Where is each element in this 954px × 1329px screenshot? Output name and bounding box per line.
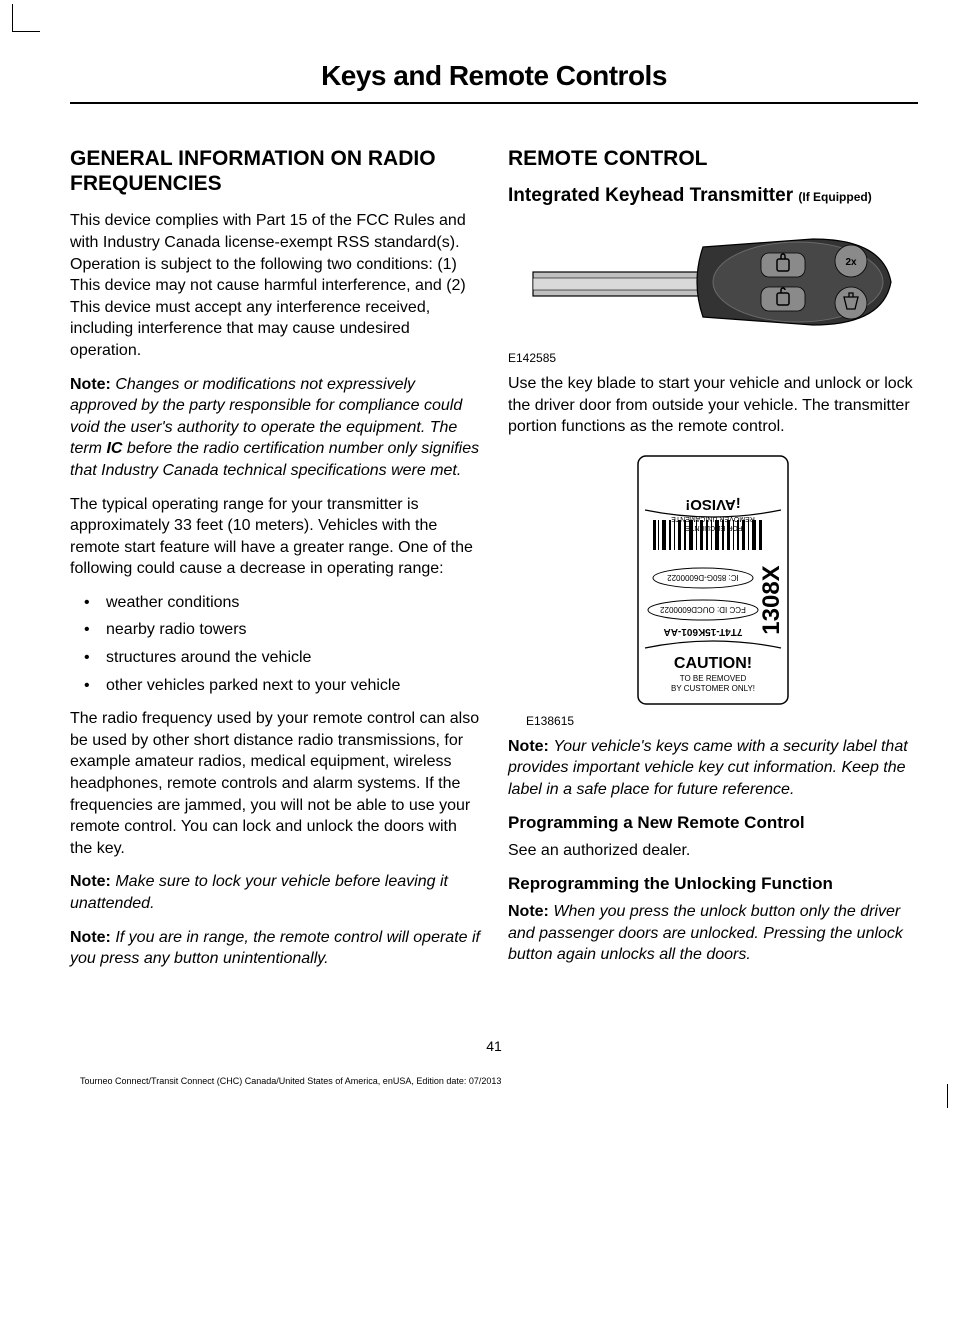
crop-mark-top-left	[12, 4, 40, 32]
tag-ic: IC: 850G-D6000022	[667, 573, 739, 582]
key-illustration: 2x	[523, 217, 903, 347]
subsection-integrated-keyhead: Integrated Keyhead Transmitter (If Equip…	[508, 185, 918, 207]
note-security-label: Note: Your vehicle's keys came with a se…	[508, 736, 918, 801]
note-text: If you are in range, the remote control …	[70, 929, 480, 968]
tag-fcc: FCC ID: OUCD6000022	[660, 605, 746, 614]
security-tag-illustration: POR EL CLIENTE! REMOVER UNICAMENTE ¡AVIS…	[583, 450, 843, 710]
footer-text: Tourneo Connect/Transit Connect (CHC) Ca…	[70, 1076, 918, 1086]
right-column: REMOTE CONTROL Integrated Keyhead Transm…	[508, 146, 918, 982]
section-heading-remote-control: REMOTE CONTROL	[508, 146, 918, 171]
tag-part: 7T4T-15K601-AA	[664, 626, 743, 637]
note-unlock-function: Note: When you press the unlock button o…	[508, 901, 918, 966]
note-in-range: Note: If you are in range, the remote co…	[70, 927, 480, 970]
subsection-reprogramming-unlock: Reprogramming the Unlocking Function	[508, 874, 918, 894]
ic-term: IC	[106, 440, 122, 457]
left-column: GENERAL INFORMATION ON RADIO FREQUENCIES…	[70, 146, 480, 982]
chapter-title: Keys and Remote Controls	[70, 60, 918, 104]
panic-icon: 2x	[845, 257, 857, 268]
subsection-programming-new: Programming a New Remote Control	[508, 813, 918, 833]
tag-side-code: 1308X	[758, 565, 785, 634]
paragraph-fcc: This device complies with Part 15 of the…	[70, 210, 480, 361]
figure-security-tag: POR EL CLIENTE! REMOVER UNICAMENTE ¡AVIS…	[508, 450, 918, 710]
subsection-suffix: (If Equipped)	[798, 190, 871, 204]
figure-label: E142585	[508, 351, 918, 365]
tag-caution: CAUTION!	[674, 655, 752, 672]
tag-caution-sub2: BY CUSTOMER ONLY!	[671, 684, 755, 693]
note-text-b: before the radio certification number on…	[70, 440, 479, 479]
tag-caution-sub1: TO BE REMOVED	[680, 674, 747, 683]
note-label: Note:	[70, 929, 111, 946]
two-column-layout: GENERAL INFORMATION ON RADIO FREQUENCIES…	[70, 146, 918, 982]
note-lock-vehicle: Note: Make sure to lock your vehicle bef…	[70, 871, 480, 914]
range-decrease-list: weather conditions nearby radio towers s…	[70, 592, 480, 696]
note-label: Note:	[70, 873, 111, 890]
figure-key-transmitter: 2x	[508, 217, 918, 347]
crop-mark-bottom-right	[947, 1084, 948, 1108]
tag-aviso: ¡AVISO!	[685, 496, 741, 513]
list-item: nearby radio towers	[84, 619, 480, 641]
note-text: Your vehicle's keys came with a security…	[508, 738, 908, 798]
note-changes-modifications: Note: Changes or modifications not expre…	[70, 374, 480, 482]
list-item: other vehicles parked next to your vehic…	[84, 675, 480, 697]
page-number: 41	[70, 1038, 918, 1054]
paragraph-see-dealer: See an authorized dealer.	[508, 840, 918, 862]
subsection-title: Integrated Keyhead Transmitter	[508, 185, 793, 206]
note-label: Note:	[508, 738, 549, 755]
list-item: weather conditions	[84, 592, 480, 614]
section-heading-general-info: GENERAL INFORMATION ON RADIO FREQUENCIES	[70, 146, 480, 196]
note-label: Note:	[508, 903, 549, 920]
note-text: Make sure to lock your vehicle before le…	[70, 873, 448, 912]
page-container: Keys and Remote Controls GENERAL INFORMA…	[0, 0, 954, 1126]
figure-label: E138615	[508, 714, 918, 728]
paragraph-operating-range: The typical operating range for your tra…	[70, 494, 480, 580]
paragraph-key-blade: Use the key blade to start your vehicle …	[508, 373, 918, 438]
note-label: Note:	[70, 376, 111, 393]
list-item: structures around the vehicle	[84, 647, 480, 669]
paragraph-radio-frequency: The radio frequency used by your remote …	[70, 708, 480, 859]
note-text: When you press the unlock button only th…	[508, 903, 903, 963]
